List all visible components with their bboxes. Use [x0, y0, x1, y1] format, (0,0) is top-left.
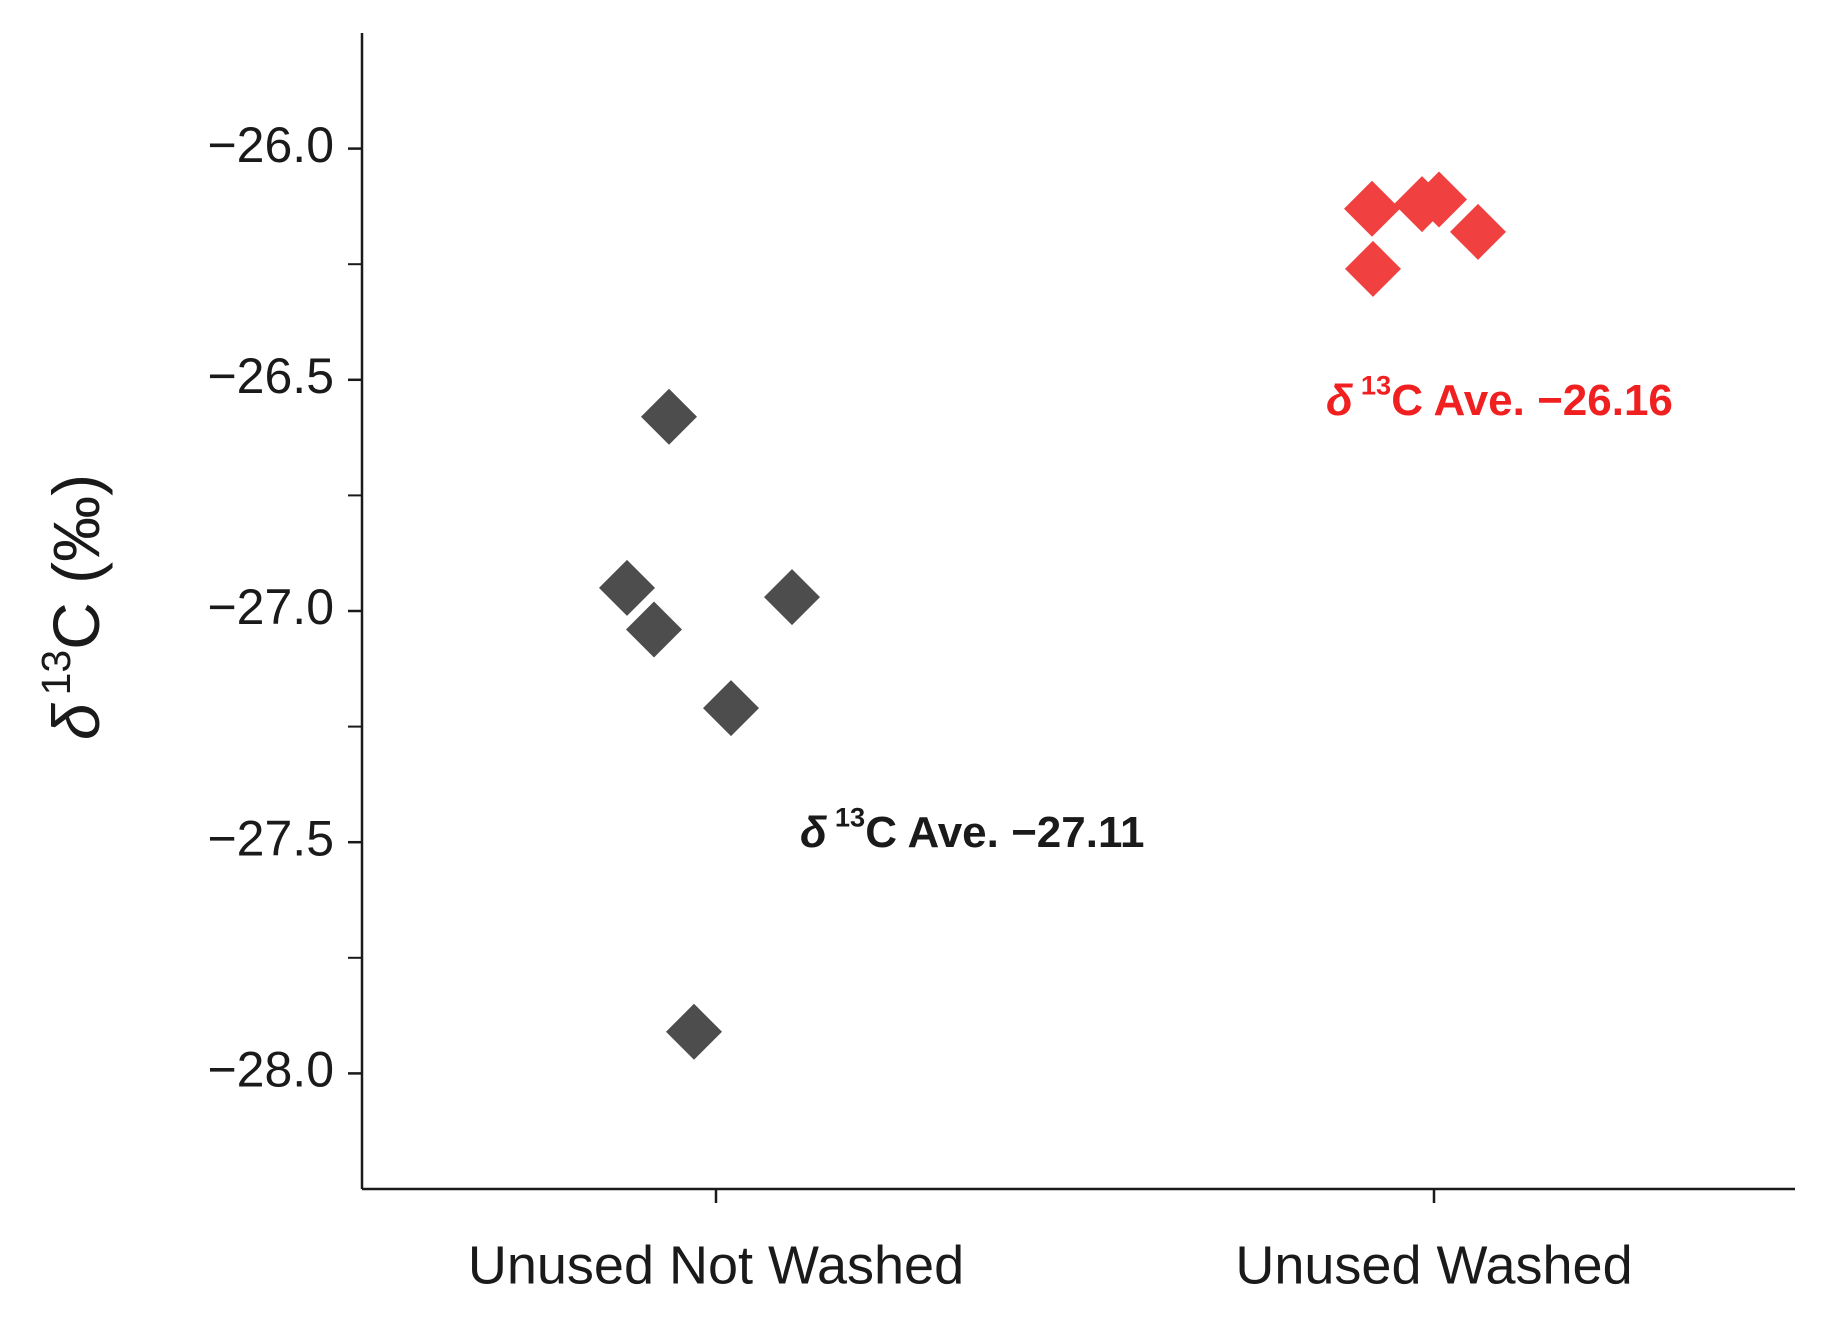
point [1345, 240, 1401, 297]
point [666, 1003, 722, 1060]
y-tick-label: −28.0 [207, 1042, 334, 1098]
y-axis-label-text: C (‰) [39, 474, 113, 650]
y-tick-label: −27.5 [207, 810, 334, 866]
point [599, 559, 655, 616]
annotation-text: C Ave. −27.11 [865, 808, 1144, 857]
point [626, 601, 682, 658]
y-tick-label: −27.0 [207, 579, 334, 635]
x-tick-label: Unused Washed [1235, 1235, 1632, 1295]
x-tick-label: Unused Not Washed [468, 1235, 964, 1295]
annotation-prefix: δ [800, 808, 827, 857]
point [764, 569, 820, 626]
annotation-sup: 13 [835, 802, 865, 833]
y-tick-label: −26.5 [207, 348, 334, 404]
annotation-text: C Ave. −26.16 [1391, 376, 1673, 425]
point [703, 680, 759, 737]
point [641, 388, 697, 445]
annotation-sup: 13 [1361, 370, 1391, 401]
point [1344, 180, 1400, 237]
y-axis-label: δ 13C (‰) [33, 474, 114, 740]
y-axis-label-sup: 13 [33, 650, 79, 696]
y-axis-label-prefix: δ [39, 702, 113, 740]
point [1411, 171, 1467, 228]
annotation-prefix: δ [1326, 376, 1353, 425]
point [1450, 203, 1506, 260]
y-tick-label: −26.0 [207, 117, 334, 173]
annotation: δ 13C Ave. −26.16 [1326, 370, 1673, 425]
annotation: δ 13C Ave. −27.11 [800, 802, 1144, 857]
